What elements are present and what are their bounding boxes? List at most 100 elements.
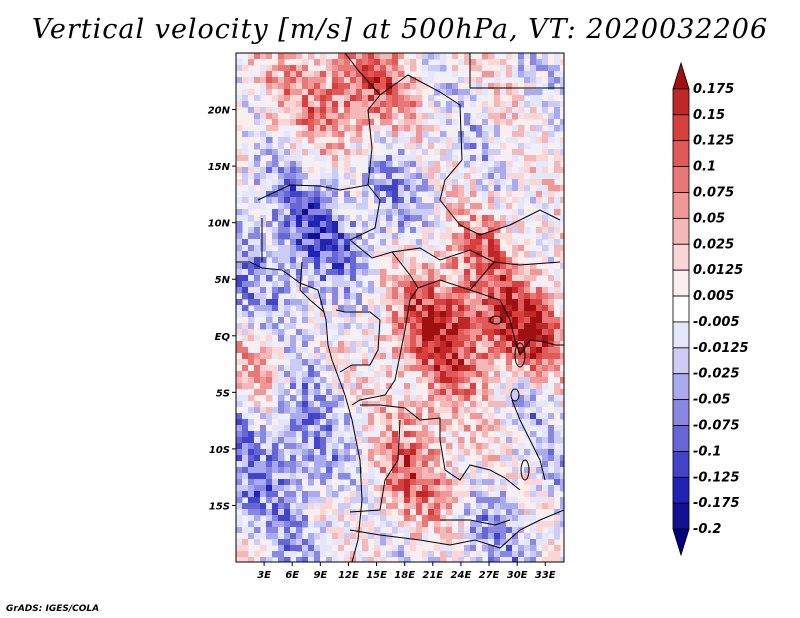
field-cell — [428, 353, 435, 360]
field-cell — [488, 449, 495, 456]
field-cell — [356, 185, 363, 192]
field-cell — [434, 185, 441, 192]
field-cell — [494, 473, 501, 480]
field-cell — [296, 143, 303, 150]
field-cell — [242, 347, 249, 354]
field-cell — [380, 263, 387, 270]
field-cell — [404, 551, 411, 558]
field-cell — [248, 137, 255, 144]
field-cell — [302, 299, 309, 306]
field-cell — [440, 503, 447, 510]
field-cell — [314, 497, 321, 504]
field-cell — [512, 449, 519, 456]
field-cell — [278, 437, 285, 444]
field-cell — [254, 83, 261, 90]
field-cell — [404, 491, 411, 498]
field-cell — [356, 317, 363, 324]
field-cell — [266, 113, 273, 120]
field-cell — [422, 467, 429, 474]
field-cell — [482, 227, 489, 234]
field-cell — [506, 209, 513, 216]
field-cell — [380, 161, 387, 168]
field-cell — [356, 89, 363, 96]
field-cell — [302, 437, 309, 444]
field-cell — [494, 251, 501, 258]
field-cell — [260, 389, 267, 396]
field-cell — [404, 125, 411, 132]
field-cell — [320, 503, 327, 510]
field-cell — [530, 545, 537, 552]
field-cell — [236, 281, 243, 288]
field-cell — [398, 557, 405, 562]
field-cell — [332, 71, 339, 78]
field-cell — [554, 359, 561, 366]
field-cell — [548, 299, 555, 306]
field-cell — [494, 125, 501, 132]
field-cell — [536, 389, 543, 396]
field-cell — [260, 311, 267, 318]
field-cell — [560, 191, 564, 198]
field-cell — [248, 131, 255, 138]
field-cell — [452, 395, 459, 402]
field-cell — [458, 77, 465, 84]
field-cell — [320, 59, 327, 66]
field-cell — [536, 437, 543, 444]
field-cell — [242, 185, 249, 192]
field-cell — [488, 341, 495, 348]
field-cell — [278, 89, 285, 96]
field-cell — [446, 137, 453, 144]
field-cell — [338, 341, 345, 348]
field-cell — [482, 287, 489, 294]
field-cell — [482, 317, 489, 324]
field-cell — [314, 233, 321, 240]
field-cell — [380, 497, 387, 504]
field-cell — [350, 221, 357, 228]
field-cell — [320, 371, 327, 378]
field-cell — [326, 125, 333, 132]
field-cell — [446, 533, 453, 540]
field-cell — [416, 125, 423, 132]
field-cell — [446, 341, 453, 348]
field-cell — [482, 89, 489, 96]
field-cell — [338, 539, 345, 546]
field-cell — [452, 101, 459, 108]
field-cell — [386, 59, 393, 66]
field-cell — [458, 485, 465, 492]
field-cell — [410, 485, 417, 492]
field-cell — [326, 113, 333, 120]
field-cell — [266, 233, 273, 240]
field-cell — [398, 359, 405, 366]
field-cell — [254, 467, 261, 474]
field-cell — [326, 425, 333, 432]
field-cell — [272, 527, 279, 534]
field-cell — [410, 191, 417, 198]
field-cell — [242, 371, 249, 378]
field-cell — [398, 173, 405, 180]
field-cell — [536, 485, 543, 492]
field-cell — [554, 257, 561, 264]
field-cell — [458, 503, 465, 510]
field-cell — [524, 515, 531, 522]
field-cell — [308, 557, 315, 562]
field-cell — [476, 311, 483, 318]
field-cell — [392, 419, 399, 426]
field-cell — [482, 125, 489, 132]
field-cell — [524, 365, 531, 372]
field-cell — [254, 461, 261, 468]
field-cell — [266, 443, 273, 450]
field-cell — [302, 521, 309, 528]
field-cell — [326, 557, 333, 562]
field-cell — [554, 551, 561, 558]
field-cell — [416, 401, 423, 408]
field-cell — [374, 251, 381, 258]
field-cell — [308, 113, 315, 120]
field-cell — [332, 101, 339, 108]
field-cell — [290, 449, 297, 456]
field-cell — [404, 461, 411, 468]
field-cell — [416, 185, 423, 192]
field-cell — [362, 119, 369, 126]
field-cell — [296, 95, 303, 102]
field-cell — [524, 485, 531, 492]
field-cell — [416, 449, 423, 456]
field-cell — [302, 137, 309, 144]
